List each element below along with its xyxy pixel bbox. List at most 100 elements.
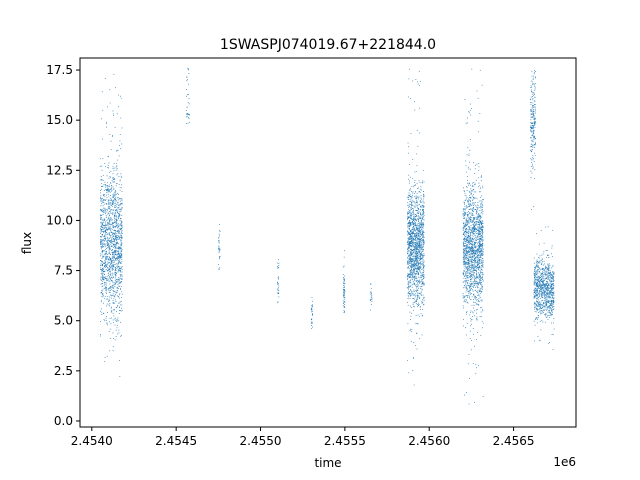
data-point [114,205,116,207]
data-point [416,290,418,291]
data-point [417,238,418,239]
data-point [413,384,415,386]
data-point [103,319,105,320]
data-point [408,174,410,176]
data-point [110,261,112,263]
data-point [100,192,101,194]
data-point [112,269,114,271]
data-point [476,318,478,319]
data-point [415,225,417,226]
data-point [474,224,476,226]
data-point [409,275,411,277]
data-point [473,194,474,196]
data-point [109,271,111,273]
data-point [534,152,536,154]
data-point [480,200,482,202]
data-point [416,182,418,184]
data-point [423,264,425,266]
data-point [418,264,420,265]
data-point [277,281,278,283]
data-point [111,295,113,297]
data-point [115,190,116,191]
data-point [468,202,470,204]
data-point [414,224,416,226]
data-point [408,292,409,294]
data-point [277,288,279,290]
data-point [413,246,415,247]
data-point [118,205,120,206]
data-point [535,83,536,85]
data-point [108,226,110,228]
data-point [479,244,481,246]
data-point [101,118,102,120]
data-point [478,300,479,301]
data-point [114,249,116,251]
data-point [532,79,534,80]
data-point [417,243,418,245]
data-point [420,257,422,259]
data-point [480,203,482,205]
data-point [531,86,533,88]
data-point [481,289,483,290]
data-point [118,294,120,296]
data-point [472,195,473,197]
data-point [422,272,424,274]
data-point [416,196,418,198]
data-point [344,297,346,299]
data-point [112,168,114,169]
data-point [465,273,467,274]
data-point [480,241,482,243]
data-point [477,186,479,188]
data-point [343,277,344,278]
data-point [102,243,104,245]
data-point [468,246,469,248]
data-point [423,222,424,224]
data-point [423,219,425,221]
data-point [111,259,113,261]
data-point [417,234,419,236]
data-point [119,270,120,271]
data-point [110,240,112,241]
data-point [112,194,114,196]
data-point [474,231,476,233]
data-point [111,232,113,234]
data-point [463,232,465,234]
data-point [423,195,425,197]
data-point [472,240,474,242]
data-point [412,217,414,219]
data-point [112,177,114,179]
data-point [469,191,471,193]
data-point [422,247,424,249]
data-point [471,278,473,280]
data-point [417,243,419,245]
data-point [113,189,115,191]
data-point [120,239,122,241]
data-point [422,170,424,171]
data-point [467,296,468,298]
data-point [532,127,534,129]
data-point [532,82,534,84]
data-point [530,113,532,115]
data-point [412,191,414,193]
data-point [463,271,465,273]
data-point [343,294,345,296]
data-point [479,257,481,258]
data-point [102,257,104,258]
data-point [464,280,466,282]
data-point [105,253,107,255]
data-point [418,230,419,232]
data-point [421,201,423,203]
data-point [406,287,408,288]
data-point [468,263,469,265]
data-point [531,122,532,124]
data-point [480,196,481,198]
data-point [417,323,419,324]
data-point [421,276,422,278]
data-point [108,189,110,191]
data-point [534,89,536,91]
data-point [412,232,414,233]
data-point [413,222,415,224]
data-point [413,284,415,286]
data-point [464,251,466,253]
data-point [278,293,280,295]
